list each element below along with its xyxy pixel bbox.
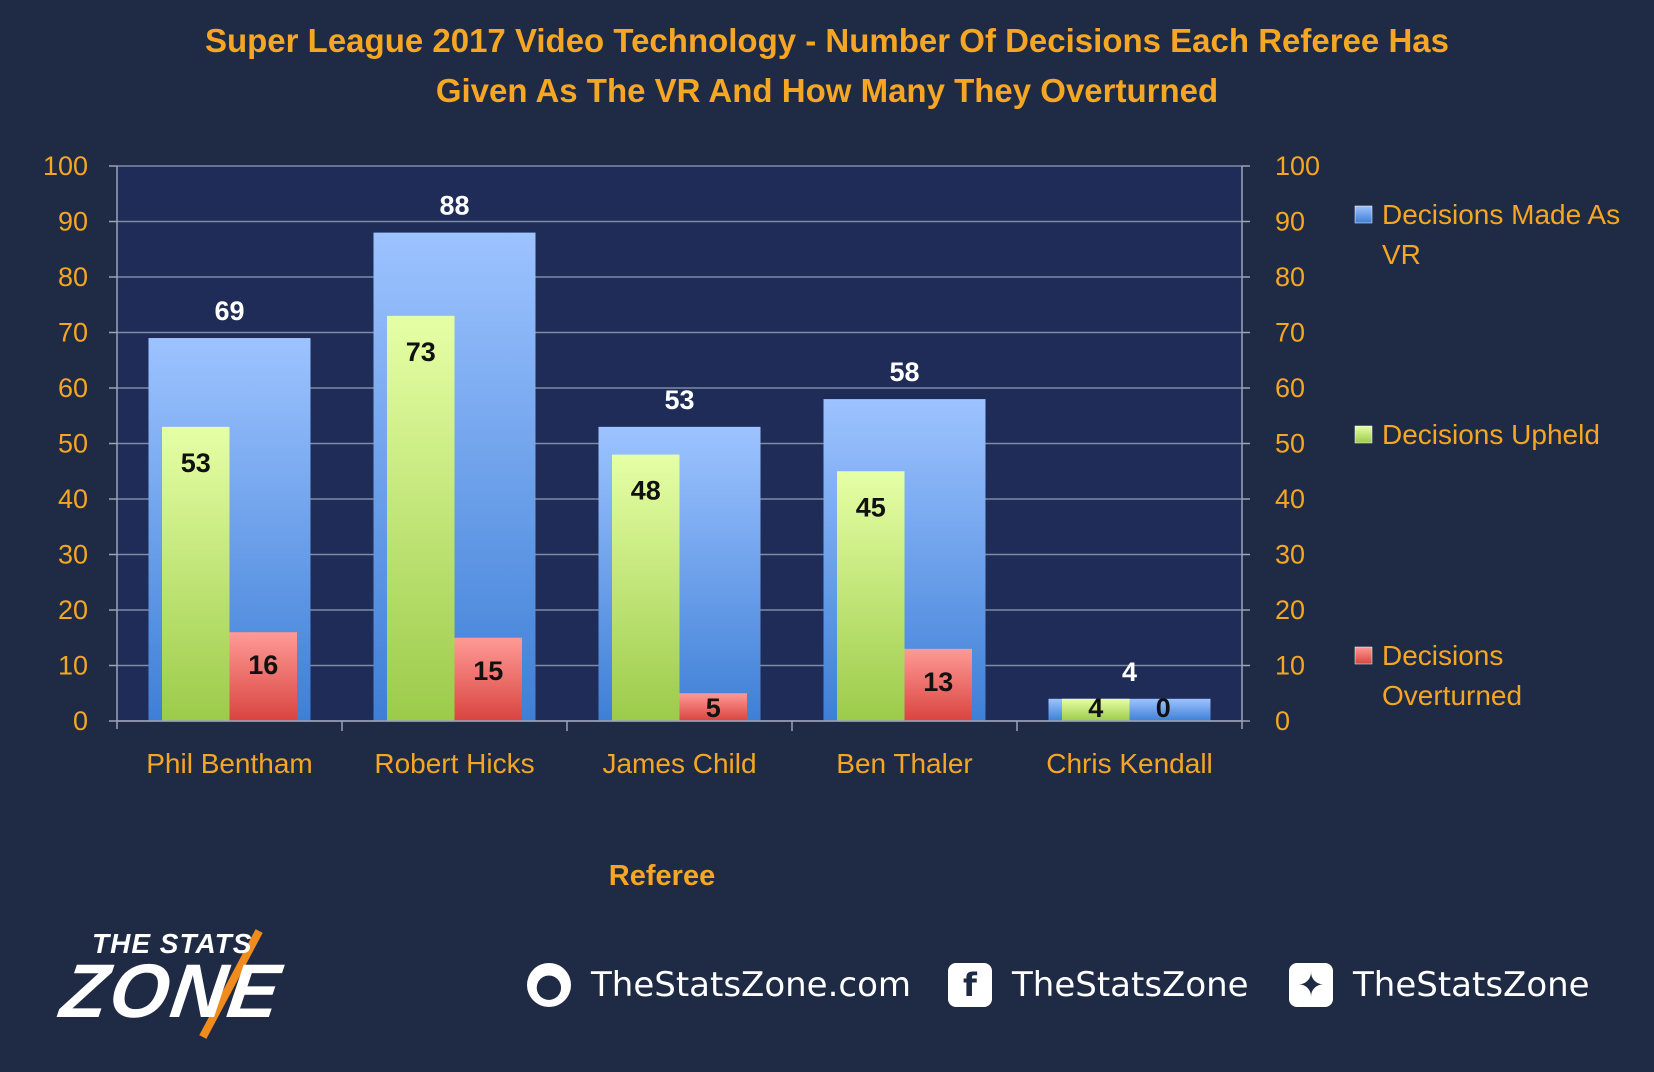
y-tick-label: 20 <box>58 595 88 625</box>
bar-decisions-overturned <box>904 648 972 721</box>
twitter-text: TheStatsZone <box>1353 965 1590 1005</box>
y-tick-label: 20 <box>1275 595 1305 625</box>
y-tick-label: 100 <box>1275 151 1320 181</box>
y-tick-label: 0 <box>1275 706 1290 736</box>
bar-decisions-upheld <box>837 471 905 721</box>
data-label-made: 58 <box>889 357 919 387</box>
y-tick-label: 90 <box>1275 207 1305 237</box>
legend-label: Overturned <box>1382 680 1522 711</box>
facebook-link[interactable]: f TheStatsZone <box>948 960 1249 1010</box>
data-label-upheld: 73 <box>406 337 436 367</box>
bar-decisions-upheld <box>387 315 455 721</box>
data-label-made: 88 <box>439 191 469 221</box>
legend-swatch <box>1354 425 1373 444</box>
legend-swatch <box>1354 205 1373 224</box>
y-tick-label: 30 <box>58 540 88 570</box>
y-tick-label: 80 <box>58 262 88 292</box>
y-tick-label: 50 <box>58 429 88 459</box>
facebook-text: TheStatsZone <box>1012 965 1249 1005</box>
bar-decisions-overturned <box>454 637 522 721</box>
data-label-overturned: 16 <box>248 650 278 680</box>
stats-zone-logo: THE STATS ZONE <box>56 920 362 1040</box>
y-tick-label: 40 <box>58 484 88 514</box>
y-tick-label: 30 <box>1275 540 1305 570</box>
bar-decisions-overturned <box>679 693 747 721</box>
y-tick-label: 0 <box>73 706 88 736</box>
logo-line-2: ZONE <box>56 949 288 1034</box>
data-label-made: 4 <box>1122 657 1137 687</box>
data-label-overturned: 5 <box>706 693 721 723</box>
y-tick-label: 70 <box>58 318 88 348</box>
bar-decisions-upheld <box>1062 698 1130 721</box>
x-axis-label: Referee <box>609 860 715 892</box>
data-label-upheld: 53 <box>181 448 211 478</box>
twitter-icon: ✦ <box>1289 963 1333 1007</box>
y-tick-label: 10 <box>1275 651 1305 681</box>
website-text: TheStatsZone.com <box>591 965 912 1005</box>
data-label-made: 53 <box>664 385 694 415</box>
legend-label: Decisions Upheld <box>1382 419 1600 450</box>
data-label-upheld: 48 <box>631 476 661 506</box>
legend-label: VR <box>1382 239 1421 270</box>
data-label-upheld: 45 <box>856 492 886 522</box>
x-axis-title: Referee <box>609 860 715 892</box>
y-tick-label: 60 <box>58 373 88 403</box>
chart-title-line: Super League 2017 Video Technology - Num… <box>205 22 1449 59</box>
legend-label: Decisions <box>1382 640 1503 671</box>
y-tick-label: 10 <box>58 651 88 681</box>
bar-decisions-upheld <box>612 454 680 721</box>
x-axis: Phil Bentham Robert Hicks James Child Ben T… <box>117 720 1242 779</box>
data-label-upheld: 4 <box>1088 693 1103 723</box>
x-tick-label: James Child <box>602 748 756 779</box>
x-tick-label: Robert Hicks <box>374 748 534 779</box>
bar-decisions-upheld <box>162 426 230 721</box>
legend: Decisions Made As VR Decisions Upheld Decis… <box>1354 199 1620 711</box>
chart-title: Super League 2017 Video Technology - Num… <box>205 22 1449 109</box>
facebook-icon: f <box>948 963 992 1007</box>
bar-decisions-overturned <box>229 632 297 721</box>
footer: THE STATS ZONE ● TheStatsZone.com f TheS… <box>0 920 1654 1050</box>
x-tick-label: Chris Kendall <box>1046 748 1213 779</box>
data-label-overturned: 15 <box>473 656 503 686</box>
legend-swatch <box>1354 646 1373 665</box>
y-tick-label: 50 <box>1275 429 1305 459</box>
globe-icon: ● <box>527 963 571 1007</box>
bars <box>148 232 1211 721</box>
data-label-overturned: 0 <box>1156 693 1171 723</box>
logo-line-1: THE STATS <box>92 928 253 959</box>
y-axis-right: 0 10 20 30 40 50 60 70 80 90 100 <box>1241 151 1320 736</box>
y-tick-label: 60 <box>1275 373 1305 403</box>
x-tick-label: Ben Thaler <box>836 748 972 779</box>
legend-label: Decisions Made As <box>1382 199 1620 230</box>
y-axis-left: 0 10 20 30 40 50 60 70 80 90 100 <box>43 151 118 736</box>
data-label-overturned: 13 <box>923 667 953 697</box>
y-tick-label: 90 <box>58 207 88 237</box>
website-link[interactable]: ● TheStatsZone.com <box>527 960 911 1010</box>
data-label-made: 69 <box>214 296 244 326</box>
x-tick-label: Phil Bentham <box>146 748 313 779</box>
y-tick-label: 100 <box>43 151 88 181</box>
twitter-link[interactable]: ✦ TheStatsZone <box>1289 960 1590 1010</box>
chart-title-line: Given As The VR And How Many They Overtu… <box>436 72 1218 109</box>
y-tick-label: 80 <box>1275 262 1305 292</box>
y-tick-label: 70 <box>1275 318 1305 348</box>
y-tick-label: 40 <box>1275 484 1305 514</box>
